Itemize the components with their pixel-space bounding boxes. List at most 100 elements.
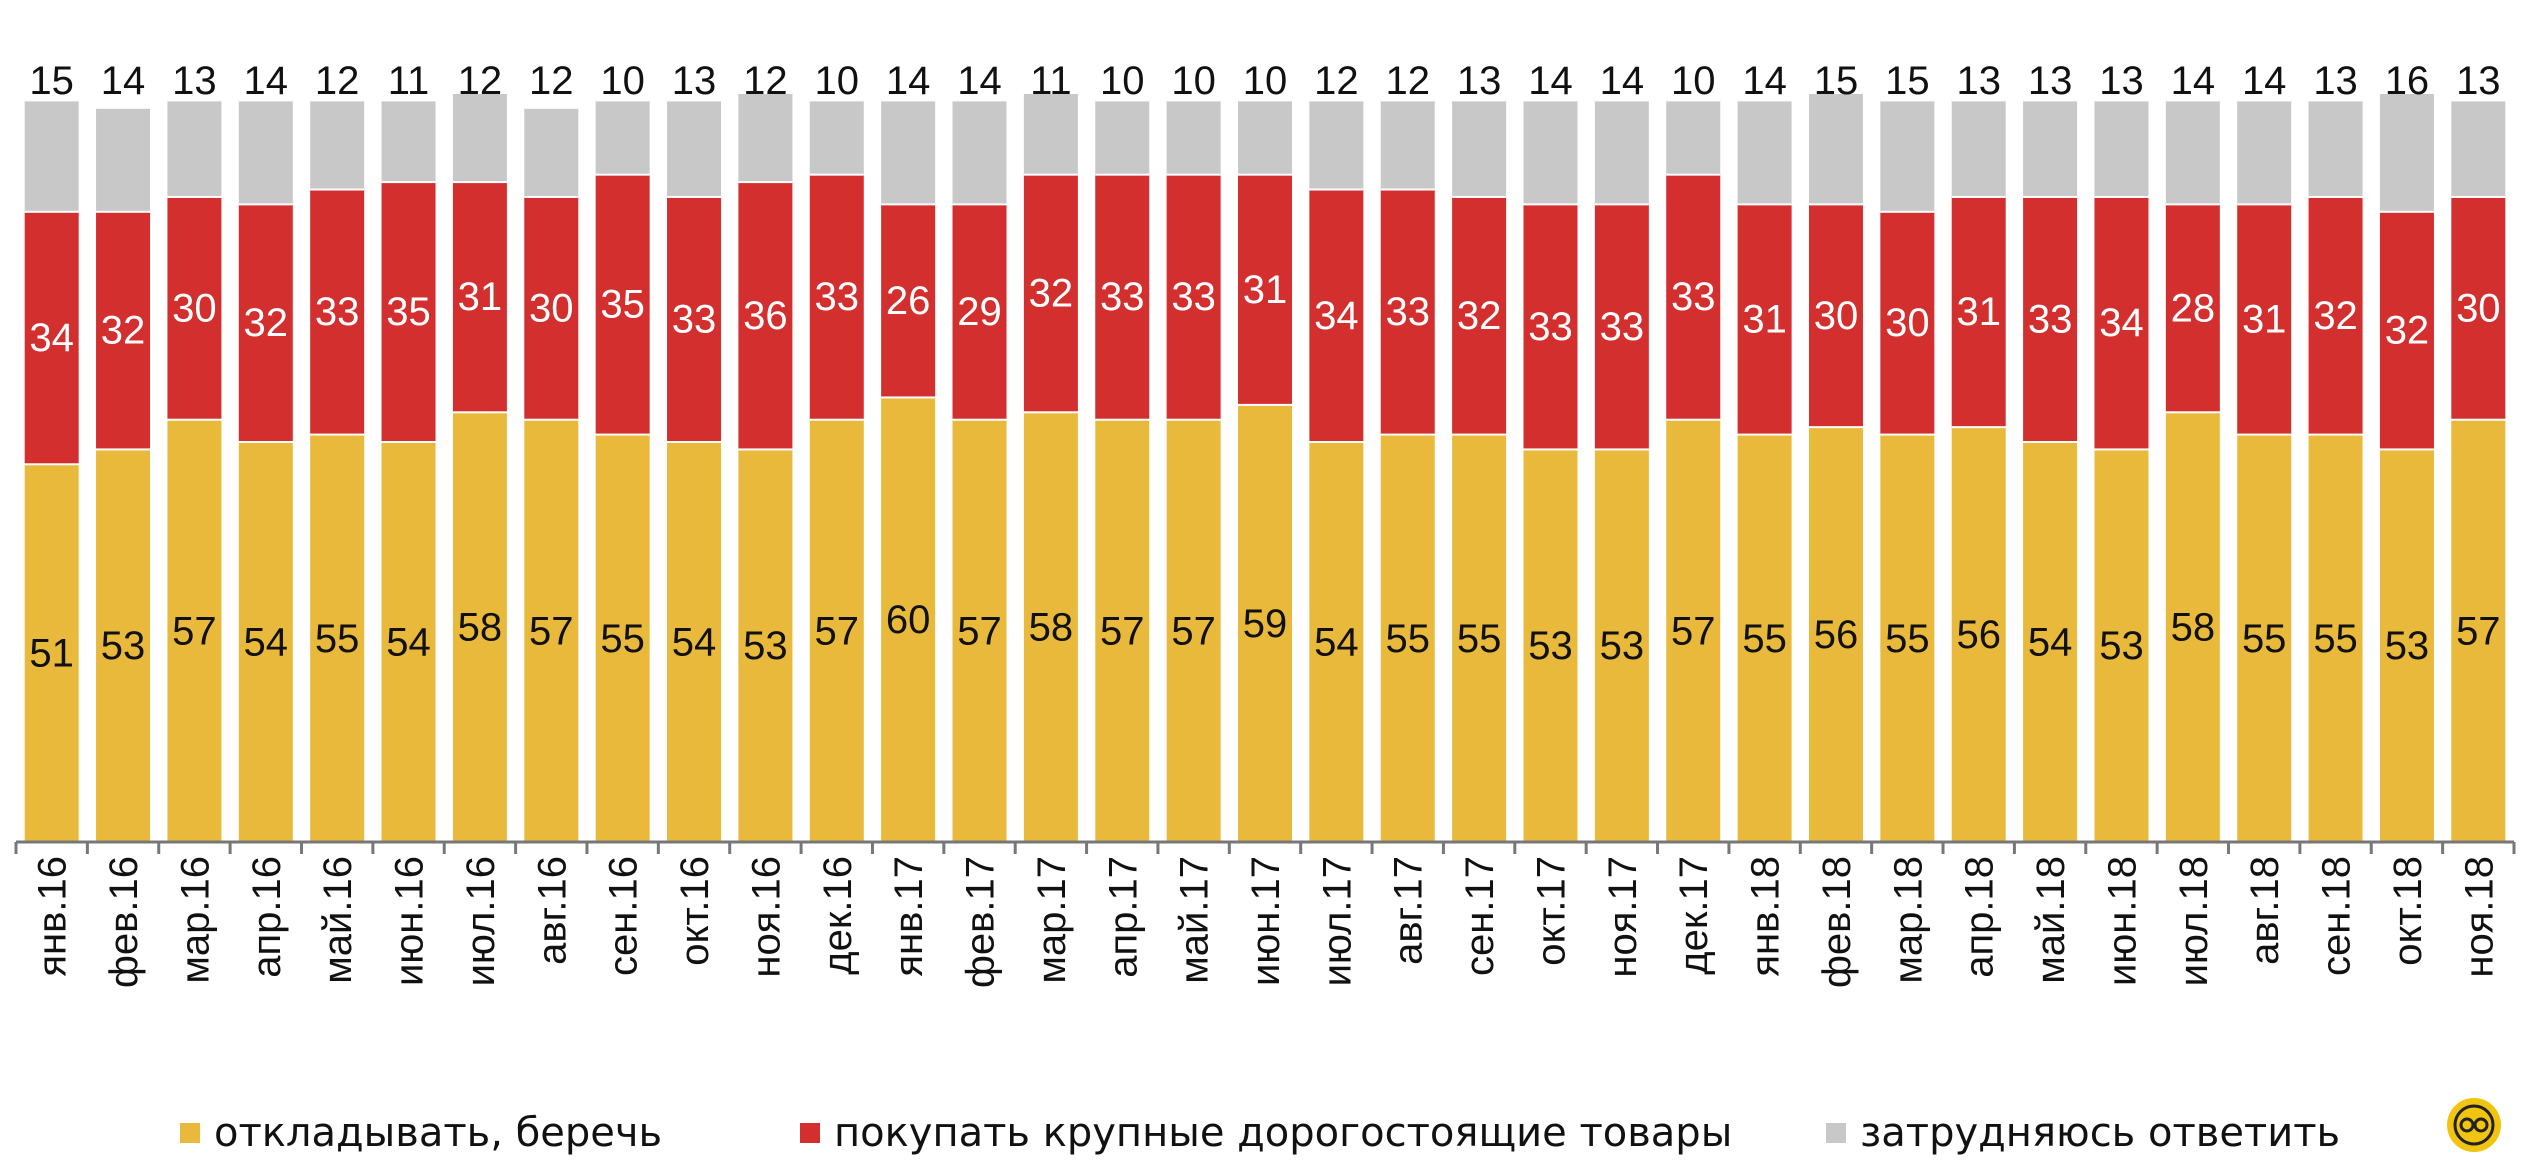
bar-buy-9 [667,195,722,441]
x-label-27: апр.18 [1958,856,2002,978]
data-label-unsure-32: 13 [2313,59,2358,103]
bar-buy-0 [24,210,79,464]
data-label-save-14: 58 [1029,606,1074,650]
category-labels-layer: янв.16 фев.16 мар.16 апр.16 май.16 июн.16 июл.… [31,856,2502,988]
data-label-unsure-22: 14 [1600,59,1645,103]
data-label-save-27: 56 [1956,613,2001,657]
data-label-buy-19: 33 [1385,290,1430,334]
bar-separator-unsure-8 [595,97,650,102]
bar-save-2 [167,418,222,842]
data-label-save-11: 57 [815,609,860,653]
bar-save-4 [310,433,365,842]
bar-separator-unsure-33 [2379,89,2434,94]
bar-unsure-21 [1523,99,1578,204]
data-label-unsure-12: 14 [886,59,931,103]
bar-unsure-25 [1808,91,1863,204]
data-label-buy-33: 32 [2385,309,2430,353]
data-label-unsure-9: 13 [672,59,717,103]
bar-save-29 [2094,448,2149,842]
bar-separator-unsure-14 [1023,89,1078,94]
bar-save-22 [1594,448,1649,842]
bar-unsure-5 [381,99,436,182]
bars-layer [24,89,2506,842]
bar-buy-14 [1023,173,1078,412]
bar-save-0 [24,463,79,842]
legend-swatch-unsure [1826,1123,1846,1143]
bar-save-3 [238,441,293,842]
bar-unsure-16 [1166,99,1221,174]
bar-buy-4 [310,188,365,434]
x-label-13: фев.17 [959,856,1003,988]
data-label-unsure-25: 15 [1814,59,1859,103]
legend-swatch-buy [800,1123,820,1143]
data-label-save-22: 53 [1600,624,1645,668]
bar-save-8 [595,433,650,842]
data-label-buy-2: 30 [172,286,217,330]
legend-item-save: откладывать, беречь [180,1108,662,1158]
bar-separator-unsure-11 [809,97,864,102]
data-label-unsure-30: 14 [2171,59,2216,103]
x-label-19: авг.17 [1387,856,1431,965]
data-label-unsure-7: 12 [529,59,574,103]
bar-save-26 [1880,433,1935,842]
bar-buy-28 [2023,195,2078,441]
data-label-unsure-24: 14 [1742,59,1787,103]
bar-separator-unsure-26 [1880,97,1935,102]
bar-buy-8 [595,173,650,434]
bar-separator-unsure-20 [1452,97,1507,102]
bar-separator-unsure-2 [167,97,222,102]
bar-unsure-19 [1380,99,1435,189]
data-label-save-2: 57 [172,609,217,653]
data-label-buy-3: 32 [244,301,289,345]
data-label-save-26: 55 [1885,617,1930,661]
data-label-unsure-19: 12 [1385,59,1430,103]
x-label-24: янв.18 [1744,856,1788,977]
data-label-unsure-10: 12 [743,59,788,103]
data-label-save-3: 54 [244,621,289,665]
bar-separator-unsure-0 [24,97,79,102]
bar-save-33 [2379,448,2434,842]
data-label-save-34: 57 [2456,609,2501,653]
data-label-save-25: 56 [1814,613,1859,657]
bar-save-11 [809,418,864,842]
x-label-18: июл.17 [1315,856,1359,986]
bar-unsure-24 [1737,99,1792,204]
bar-separator-save-27 [1951,424,2006,429]
bar-buy-19 [1380,188,1435,434]
x-label-22: ноя.17 [1601,856,1645,978]
bar-buy-24 [1737,203,1792,434]
bar-separator-unsure-4 [310,97,365,102]
bar-separator-buy-25 [1808,201,1863,206]
data-label-unsure-31: 14 [2242,59,2287,103]
data-label-unsure-33: 16 [2385,59,2430,103]
bar-separator-unsure-5 [381,97,436,102]
data-label-buy-22: 33 [1600,305,1645,349]
bar-unsure-6 [452,91,507,182]
data-label-buy-28: 33 [2028,297,2073,341]
bar-save-10 [738,448,793,842]
data-label-buy-18: 34 [1314,294,1359,338]
data-label-buy-29: 34 [2099,301,2144,345]
x-label-6: июл.16 [459,856,503,986]
x-label-26: мар.18 [1886,856,1930,984]
data-label-unsure-18: 12 [1314,59,1359,103]
data-label-unsure-34: 13 [2456,59,2501,103]
x-label-14: мар.17 [1030,856,1074,984]
bar-separator-unsure-29 [2094,97,2149,102]
bar-buy-20 [1452,195,1507,434]
bar-separator-unsure-9 [667,97,722,102]
data-label-unsure-21: 14 [1528,59,1573,103]
bar-unsure-27 [1951,99,2006,196]
x-label-4: май.16 [316,856,360,984]
data-label-buy-31: 31 [2242,297,2287,341]
x-label-34: ноя.18 [2457,856,2501,978]
bar-save-25 [1808,426,1863,842]
bar-separator-unsure-31 [2237,97,2292,102]
data-label-buy-23: 33 [1671,275,1716,319]
data-label-buy-24: 31 [1742,297,1787,341]
data-label-buy-25: 30 [1814,294,1859,338]
bar-unsure-34 [2451,99,2506,196]
legend-item-unsure: затрудняюсь ответить [1826,1108,2340,1158]
bar-buy-7 [524,195,579,419]
x-label-30: июл.18 [2172,856,2216,986]
